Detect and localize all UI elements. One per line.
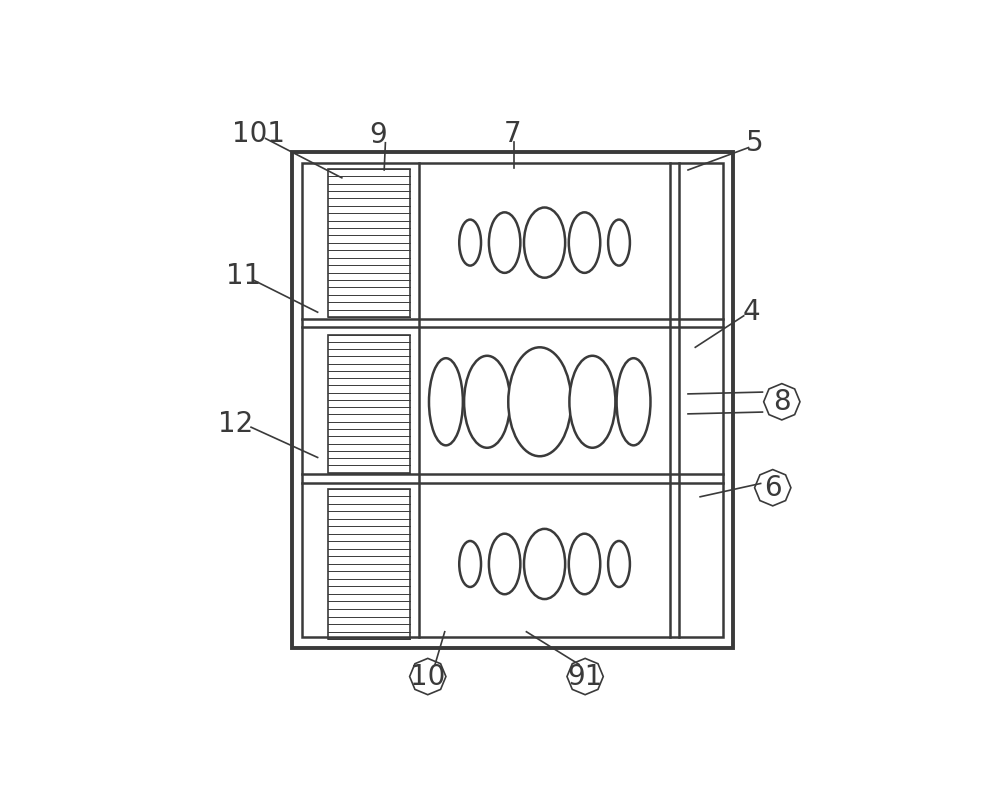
Ellipse shape	[569, 356, 615, 448]
Text: 5: 5	[746, 129, 763, 156]
Text: 101: 101	[232, 119, 285, 148]
Ellipse shape	[489, 212, 520, 273]
Text: 8: 8	[773, 387, 791, 416]
Ellipse shape	[608, 541, 630, 587]
Text: 91: 91	[567, 663, 603, 691]
Text: 6: 6	[764, 474, 782, 501]
Ellipse shape	[524, 208, 565, 277]
Ellipse shape	[508, 347, 571, 456]
Ellipse shape	[459, 541, 481, 587]
Ellipse shape	[429, 358, 463, 446]
Polygon shape	[755, 469, 791, 506]
Bar	[328, 489, 410, 639]
Polygon shape	[410, 659, 446, 695]
Bar	[292, 152, 733, 648]
Ellipse shape	[459, 219, 481, 266]
Ellipse shape	[608, 219, 630, 266]
Ellipse shape	[524, 529, 565, 599]
Ellipse shape	[569, 212, 600, 273]
Bar	[302, 163, 723, 637]
Text: 12: 12	[218, 410, 253, 438]
Ellipse shape	[489, 534, 520, 594]
Bar	[328, 169, 410, 317]
Ellipse shape	[569, 534, 600, 594]
Text: 4: 4	[743, 298, 760, 326]
Bar	[328, 335, 410, 472]
Polygon shape	[567, 659, 603, 695]
Ellipse shape	[617, 358, 650, 446]
Text: 9: 9	[369, 122, 387, 149]
Polygon shape	[764, 384, 800, 420]
Text: 11: 11	[226, 262, 261, 290]
Ellipse shape	[464, 356, 510, 448]
Text: 10: 10	[410, 663, 445, 691]
Text: 7: 7	[504, 119, 521, 148]
